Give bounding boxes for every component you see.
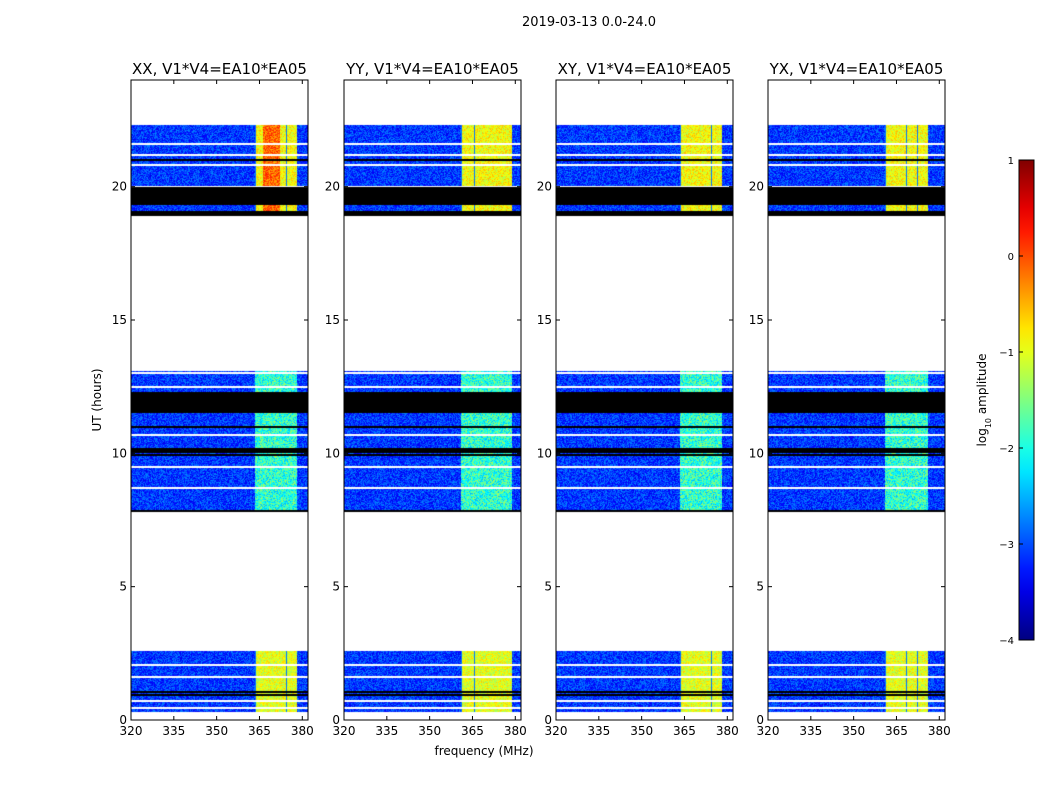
colorbar: 1 0 −1 −2 −3 −4 [999, 156, 1035, 647]
colorbar-tick-label-1: 0 [1008, 252, 1014, 263]
colorbar-label-sub: 10 [984, 418, 993, 428]
panel-frame-3 [767, 79, 946, 721]
x-tick-label-2-3: 365 [673, 724, 696, 738]
panel-title-1: YY, V1*V4=EA10*EA05 [345, 60, 519, 78]
y-tick-label-0-4: 20 [112, 180, 127, 194]
figure-suptitle: 2019-03-13 0.0-24.0 [522, 15, 656, 30]
x-tick-label-0-2: 350 [205, 724, 228, 738]
x-tick-label-0-0: 320 [120, 724, 143, 738]
panel-title-0: XX, V1*V4=EA10*EA05 [132, 60, 307, 78]
x-tick-label-3-1: 335 [799, 724, 822, 738]
y-tick-label-1-4: 20 [325, 180, 340, 194]
panel-2: XY, V1*V4=EA10*EA05 320 335 350 365 380 0 5 10 15… [537, 60, 739, 738]
x-tick-label-3-3: 365 [885, 724, 908, 738]
x-tick-label-1-3: 365 [461, 724, 484, 738]
colorbar-tick-label-2: −1 [999, 348, 1014, 359]
y-tick-label-2-2: 10 [537, 446, 552, 460]
y-tick-label-1-0: 0 [332, 713, 340, 727]
y-tick-label-3-0: 0 [756, 713, 764, 727]
y-tick-label-1-1: 5 [332, 580, 340, 594]
x-tick-label-3-2: 350 [842, 724, 865, 738]
x-tick-label-1-2: 350 [418, 724, 441, 738]
heatmap-image-3 [768, 80, 945, 720]
y-tick-label-1-2: 10 [325, 446, 340, 460]
y-tick-label-0-0: 0 [119, 713, 127, 727]
x-tick-label-0-4: 380 [291, 724, 314, 738]
x-tick-label-1-4: 380 [504, 724, 527, 738]
y-tick-label-3-1: 5 [756, 580, 764, 594]
x-tick-label-0-1: 335 [162, 724, 185, 738]
x-tick-label-2-0: 320 [545, 724, 568, 738]
y-tick-label-2-0: 0 [544, 713, 552, 727]
x-tick-label-2-4: 380 [716, 724, 739, 738]
panel-frame-1 [343, 79, 522, 721]
y-tick-label-2-1: 5 [544, 580, 552, 594]
panel-frame-0 [130, 79, 309, 721]
x-tick-label-2-1: 335 [587, 724, 610, 738]
heatmap-image-1 [344, 80, 521, 720]
y-tick-label-2-4: 20 [537, 180, 552, 194]
y-tick-label-3-4: 20 [749, 180, 764, 194]
panel-3: YX, V1*V4=EA10*EA05 320 335 350 365 380 0 5 10 15… [749, 60, 951, 738]
panel-frame-2 [555, 79, 734, 721]
panel-title-3: YX, V1*V4=EA10*EA05 [769, 60, 944, 78]
x-tick-label-3-0: 320 [757, 724, 780, 738]
x-axis-label: frequency (MHz) [434, 744, 533, 758]
colorbar-label-rest: amplitude [975, 354, 989, 418]
panel-0: XX, V1*V4=EA10*EA05 320 335 350 365 380 0 5 10 15… [112, 60, 314, 738]
x-tick-label-1-1: 335 [375, 724, 398, 738]
y-tick-label-0-3: 15 [112, 313, 127, 327]
colorbar-gradient [1018, 159, 1035, 641]
y-tick-label-3-2: 10 [749, 446, 764, 460]
panel-title-2: XY, V1*V4=EA10*EA05 [558, 60, 732, 78]
y-tick-label-3-3: 15 [749, 313, 764, 327]
colorbar-tick-label-0: 1 [1008, 156, 1014, 167]
panels: XX, V1*V4=EA10*EA05 320 335 350 365 380 0 5 10 15… [112, 60, 951, 738]
x-tick-label-0-3: 365 [248, 724, 271, 738]
colorbar-tick-label-3: −2 [999, 444, 1014, 455]
x-tick-label-1-0: 320 [333, 724, 356, 738]
panel-1: YY, V1*V4=EA10*EA05 320 335 350 365 380 0 5 10 15… [325, 60, 527, 738]
y-tick-label-0-2: 10 [112, 446, 127, 460]
colorbar-label: log10 amplitude [975, 354, 993, 447]
x-tick-label-3-4: 380 [928, 724, 951, 738]
y-tick-label-0-1: 5 [119, 580, 127, 594]
y-tick-label-2-3: 15 [537, 313, 552, 327]
heatmap-image-0 [131, 80, 308, 720]
colorbar-tick-label-4: −3 [999, 540, 1014, 551]
x-tick-label-2-2: 350 [630, 724, 653, 738]
y-tick-label-1-3: 15 [325, 313, 340, 327]
y-axis-label: UT (hours) [90, 368, 104, 431]
heatmap-image-2 [556, 80, 733, 720]
colorbar-label-log: log [975, 428, 989, 446]
colorbar-tick-label-5: −4 [999, 636, 1014, 647]
